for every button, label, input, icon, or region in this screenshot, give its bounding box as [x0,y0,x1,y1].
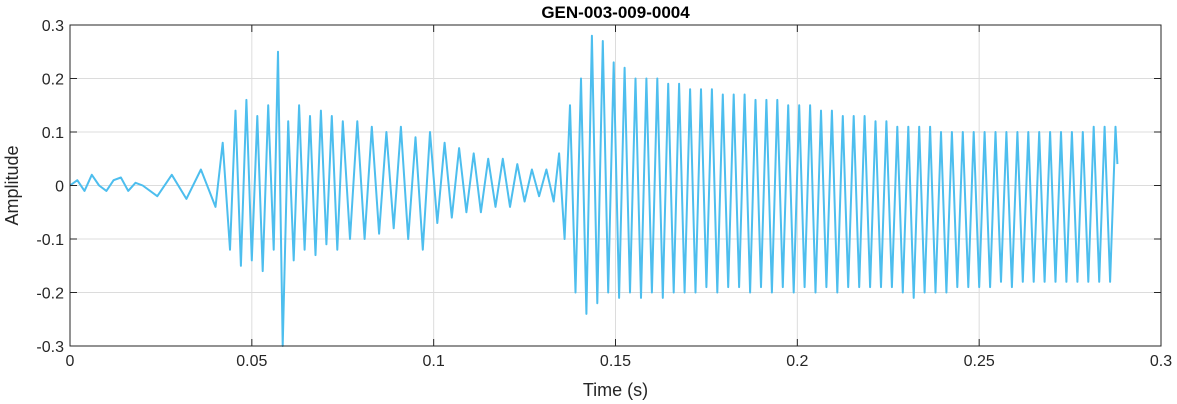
x-tick-label: 0.15 [600,353,631,370]
chart-title: GEN-003-009-0004 [541,3,690,22]
x-tick-label: 0.05 [236,353,267,370]
y-tick-label: 0.2 [42,72,64,89]
y-tick-label: 0.3 [42,18,64,35]
series-group [69,34,1119,347]
x-tick-label: 0 [66,353,75,370]
x-tick-label: 0.25 [964,353,995,370]
y-tick-label: -0.2 [36,286,64,303]
y-tick-label: -0.1 [36,232,64,249]
x-tick-label: 0.3 [1150,353,1172,370]
y-tick-label: 0 [55,179,64,196]
y-axis-label: Amplitude [2,145,22,225]
ticks: 0 0.05 0.1 0.15 0.2 0.25 0.3 -0.3 -0.2 -0.1 0 0.1 0.… [36,18,1172,370]
x-tick-label: 0.1 [423,353,445,370]
x-axis-label: Time (s) [583,380,648,400]
y-tick-label: 0.1 [42,125,64,142]
series-line [69,34,1119,347]
y-tick-label: -0.3 [36,339,64,356]
x-tick-label: 0.2 [786,353,808,370]
